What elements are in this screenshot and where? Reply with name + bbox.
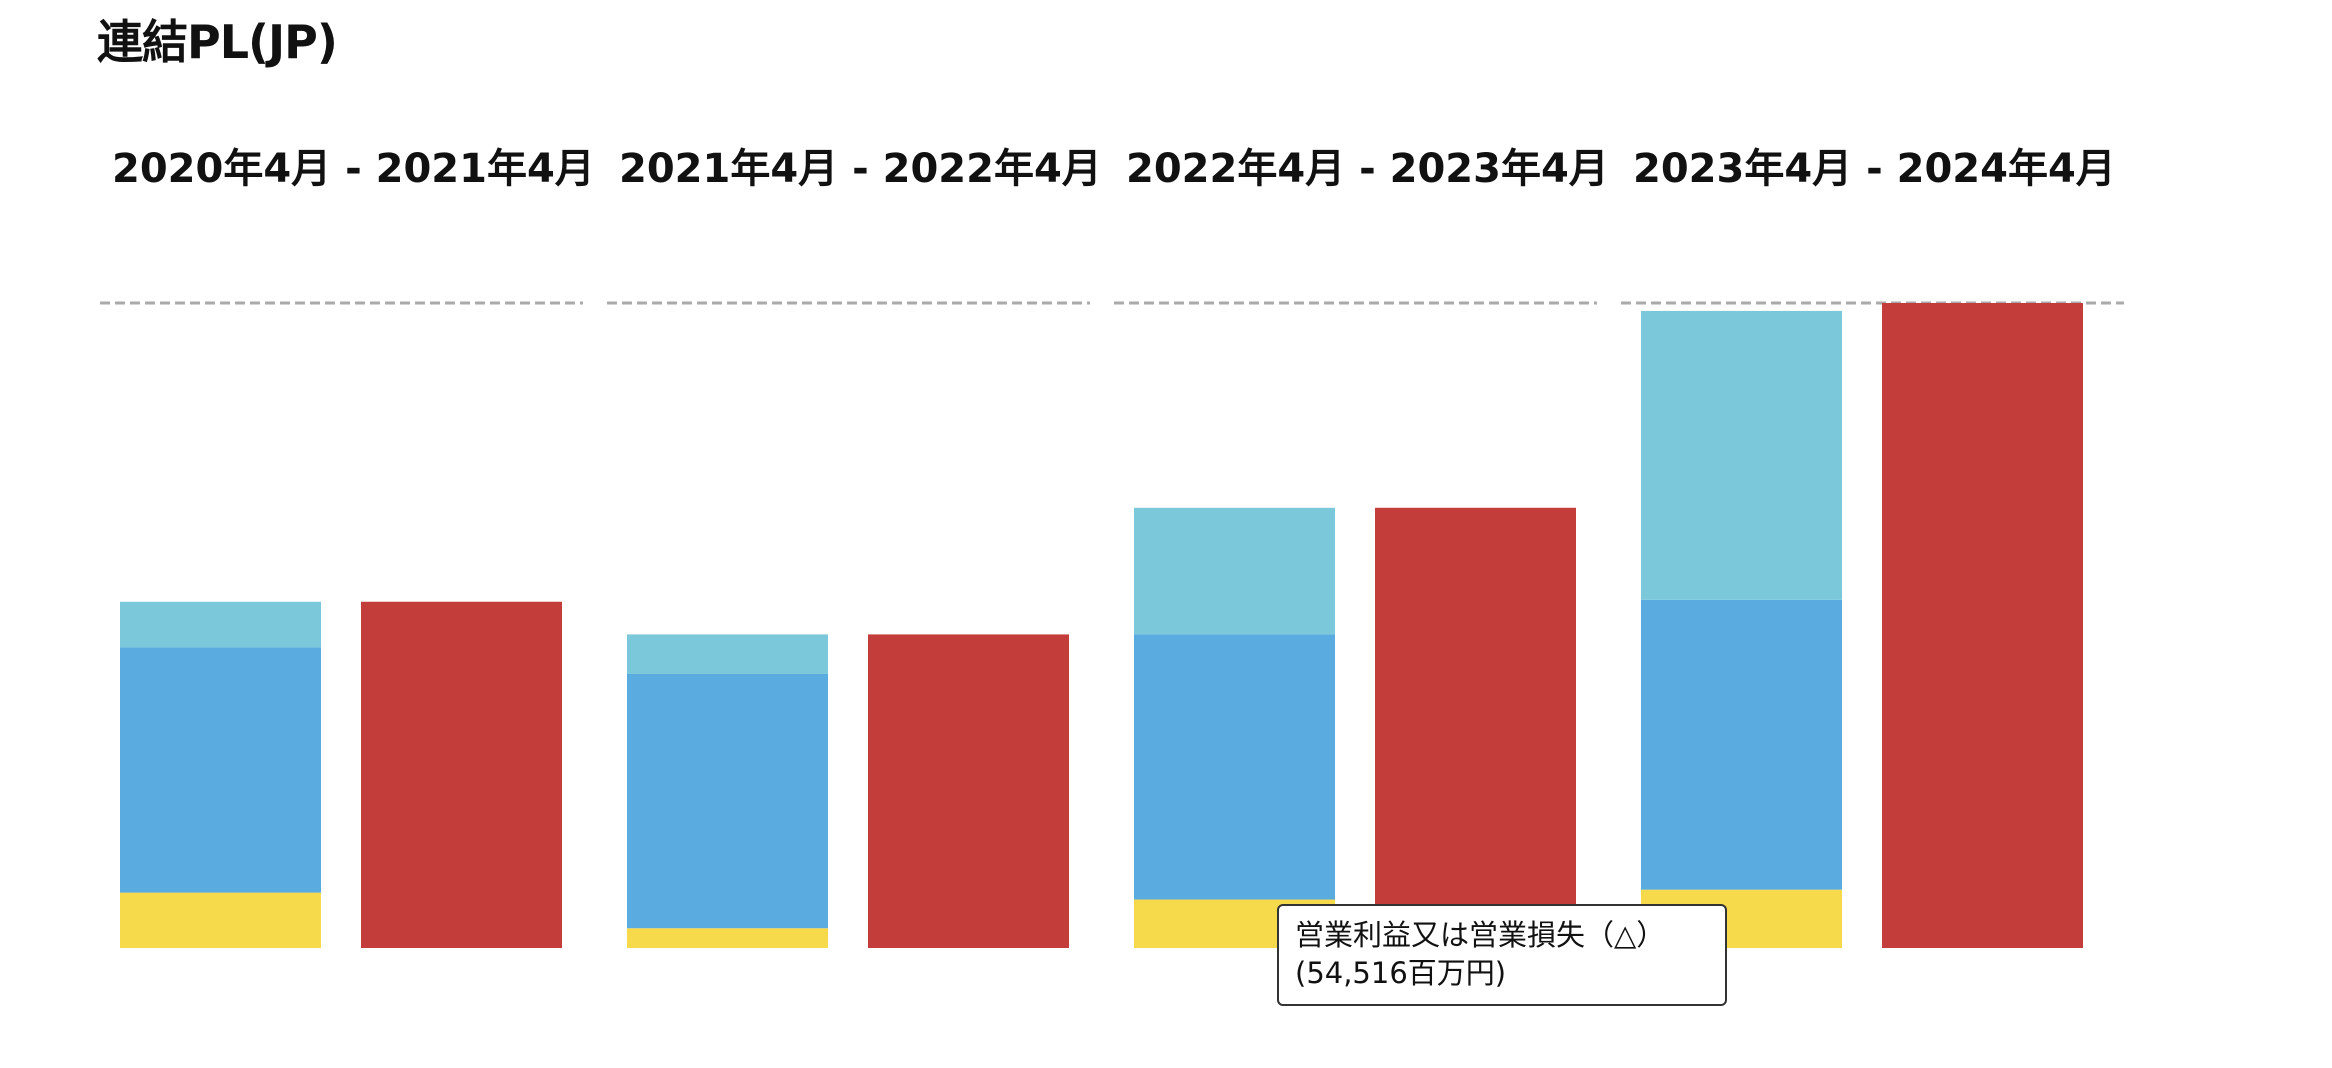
- bar-segment-cyan-1[interactable]: [120, 601, 321, 648]
- period-label-1: 2020年4月 - 2021年4月: [112, 146, 595, 192]
- bar-segment-red-3[interactable]: [1375, 507, 1576, 948]
- bar-segment-yellow-1[interactable]: [120, 892, 321, 948]
- page-title: 連結PL(JP): [97, 15, 338, 69]
- tooltip-line-1: 営業利益又は営業損失（△）: [1295, 918, 1666, 952]
- bar-segment-red-1[interactable]: [361, 601, 562, 948]
- tooltip-line-2: (54,516百万円): [1295, 956, 1507, 990]
- bar-segment-blue-4[interactable]: [1641, 599, 1842, 890]
- bar-segment-blue-3[interactable]: [1134, 634, 1335, 900]
- bar-segment-yellow-2[interactable]: [627, 928, 828, 948]
- period-label-2: 2021年4月 - 2022年4月: [619, 146, 1102, 192]
- bar-segment-cyan-4[interactable]: [1641, 310, 1842, 600]
- chart-tooltip: 営業利益又は営業損失（△） (54,516百万円): [1277, 904, 1727, 1006]
- bar-segment-blue-2[interactable]: [627, 673, 828, 929]
- bar-segment-red-4[interactable]: [1882, 303, 2083, 948]
- bar-segment-cyan-3[interactable]: [1134, 507, 1335, 635]
- bar-segment-blue-1[interactable]: [120, 647, 321, 893]
- period-label-3: 2022年4月 - 2023年4月: [1126, 146, 1609, 192]
- period-label-4: 2023年4月 - 2024年4月: [1633, 146, 2116, 192]
- bar-segment-red-2[interactable]: [868, 634, 1069, 948]
- bar-segment-cyan-2[interactable]: [627, 634, 828, 674]
